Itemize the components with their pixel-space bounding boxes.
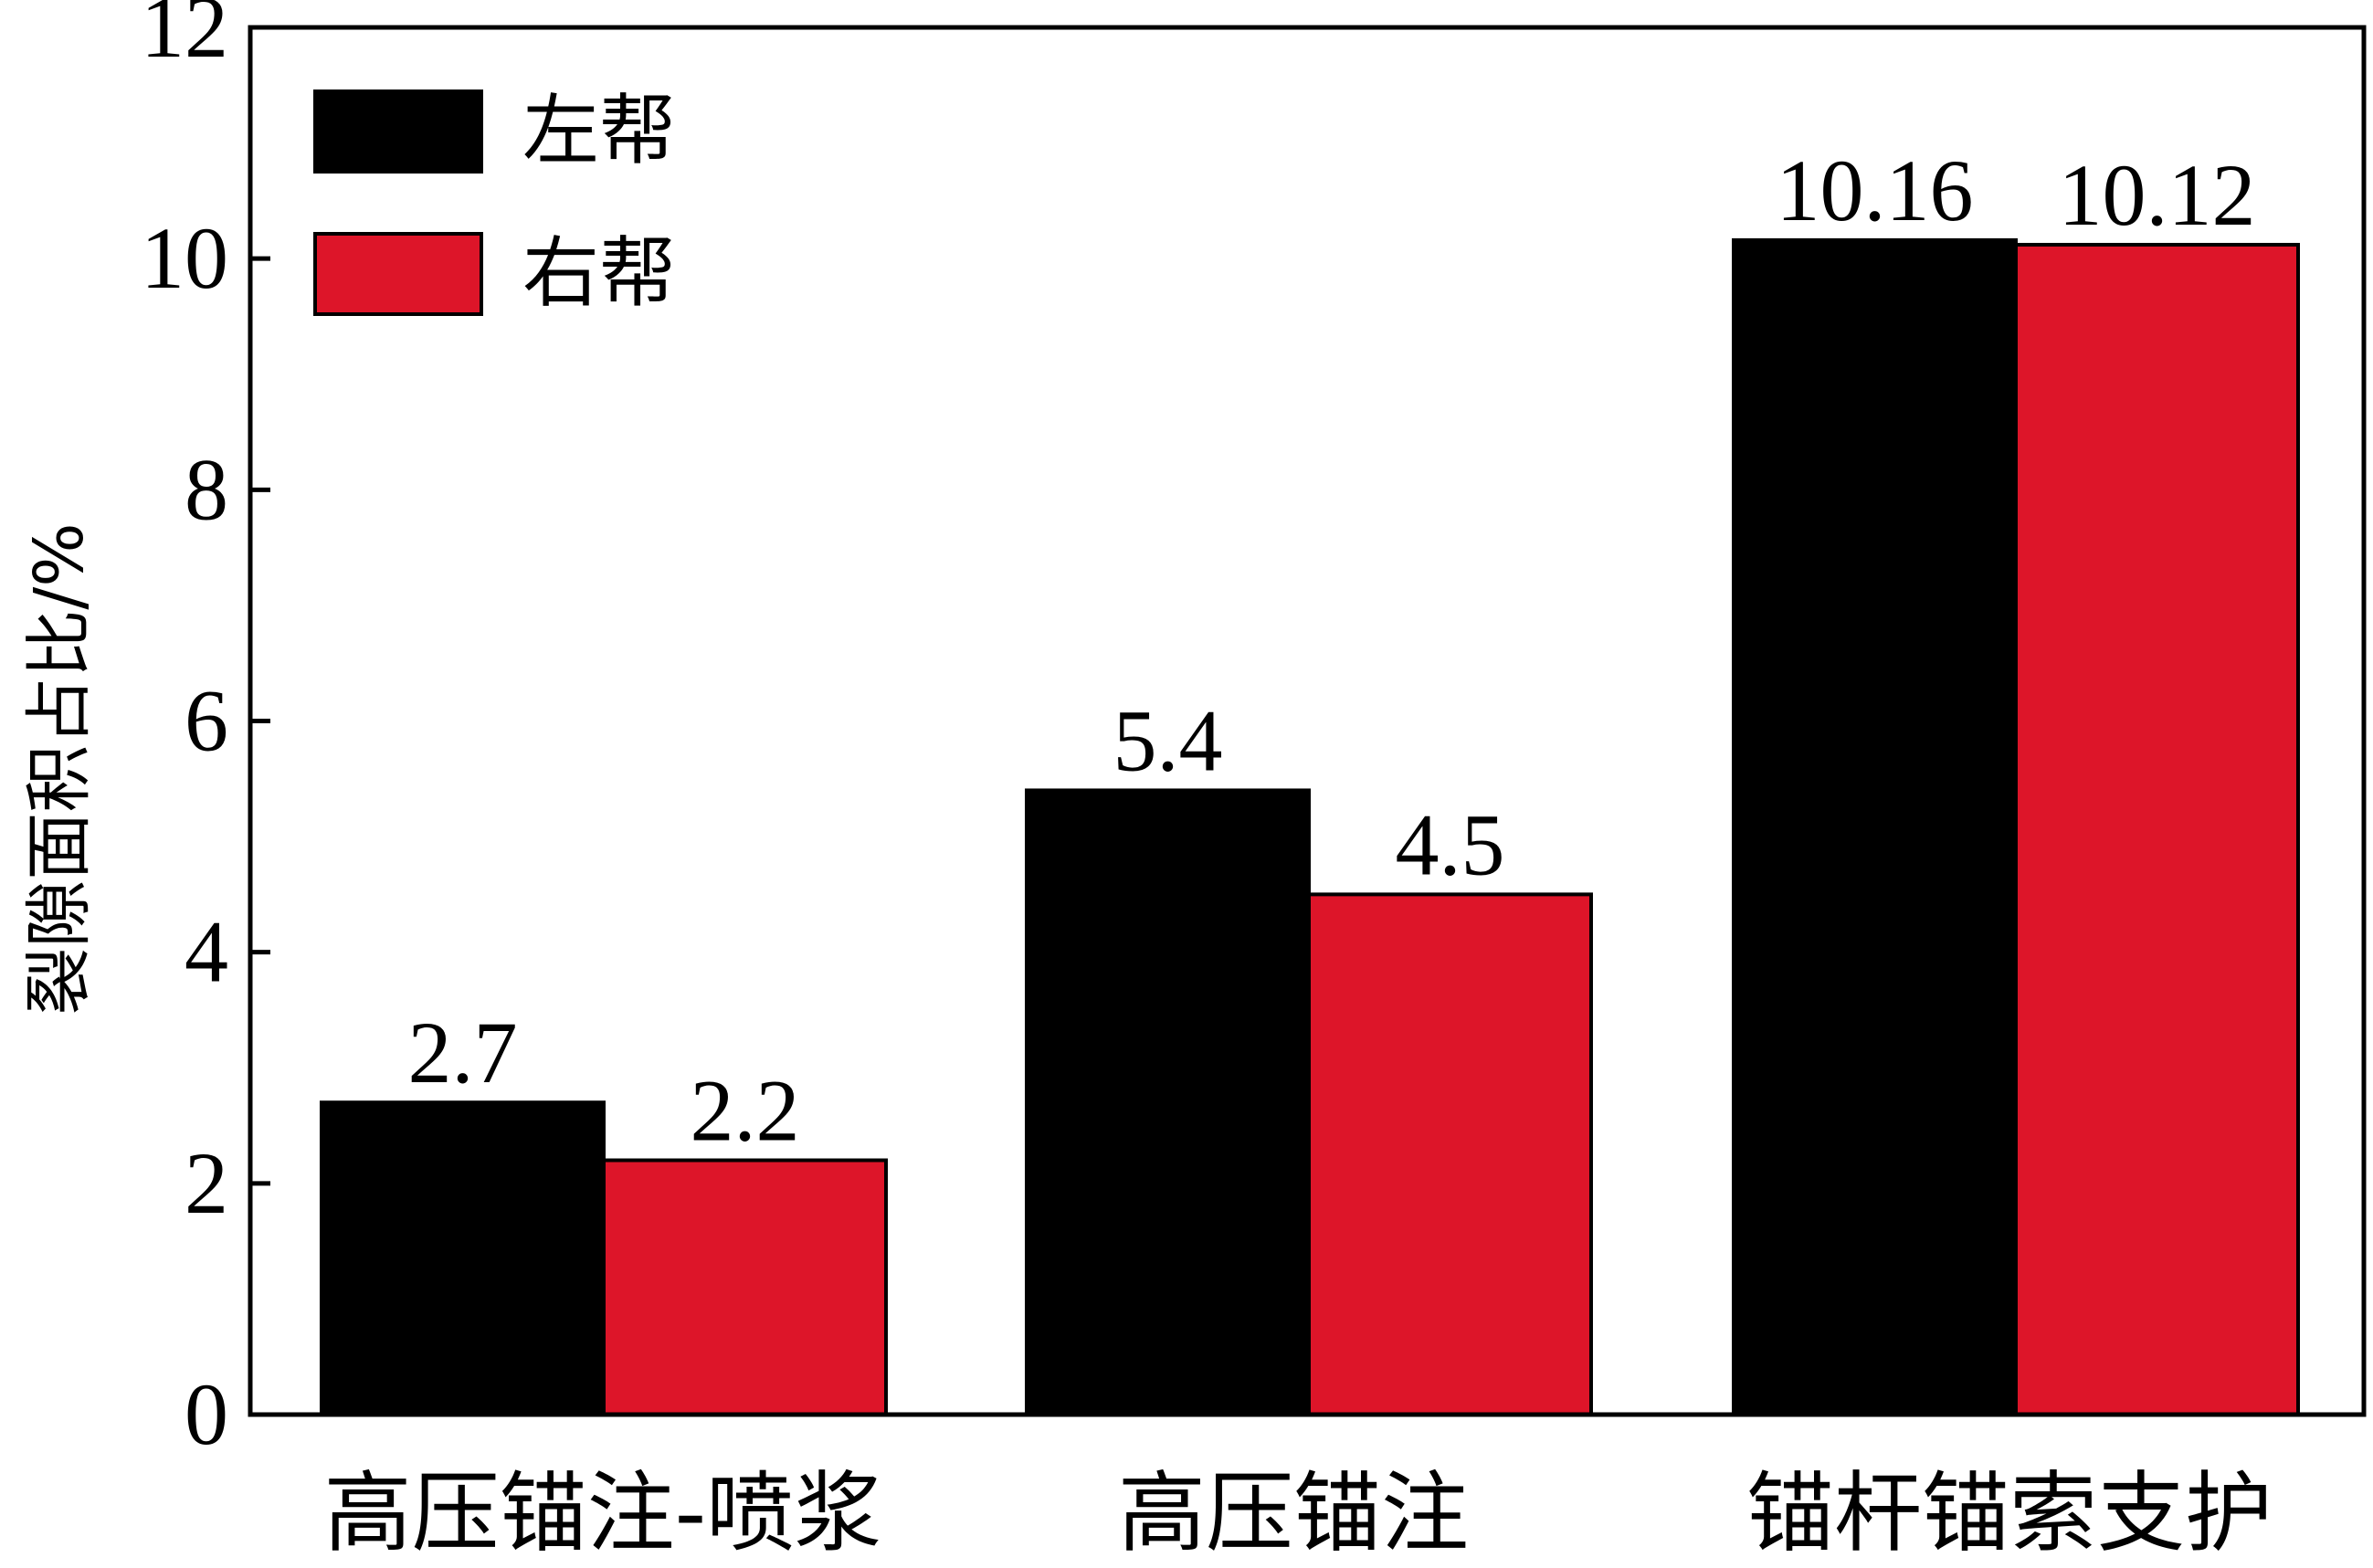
legend-swatch-left [313, 89, 483, 174]
y-tick-label: 4 [185, 903, 228, 1001]
axes-layer: 0 2 4 6 8 10 12 高压锚注-喷浆 高压锚注 锚杆锚索支护 [141, 0, 2367, 1564]
data-label-right-1: 2.2 [691, 1062, 800, 1160]
data-label-right-3: 10.12 [2059, 146, 2256, 244]
bar-left-1 [320, 1100, 606, 1416]
legend-label-left: 左帮 [522, 86, 676, 175]
y-tick-label: 10 [141, 209, 228, 307]
bar-right-3 [2014, 242, 2300, 1416]
y-tick-label: 0 [185, 1365, 228, 1463]
y-tick-label: 8 [185, 440, 228, 538]
data-label-right-2: 4.5 [1396, 795, 1505, 893]
bar-left-2 [1025, 788, 1311, 1416]
x-tick-label: 高压锚注 [1118, 1462, 1469, 1563]
data-labels-layer: 2.7 5.4 10.16 2.2 4.5 10.12 [408, 142, 2256, 1160]
x-tick-label: 锚杆锚索支护 [1746, 1462, 2273, 1563]
y-tick-label: 12 [141, 0, 228, 76]
data-label-left-3: 10.16 [1777, 142, 1974, 239]
bars-layer [320, 237, 2300, 1417]
bar-right-1 [602, 1158, 888, 1417]
bar-right-2 [1307, 892, 1593, 1416]
y-tick-label: 6 [185, 672, 228, 770]
legend-swatch-right [313, 232, 483, 316]
bar-left-3 [1732, 237, 2018, 1416]
data-label-left-1: 2.7 [408, 1004, 518, 1101]
y-tick-label: 2 [185, 1134, 228, 1232]
legend-label-right: 右帮 [522, 228, 676, 318]
y-axis-label: 裂隙面积占比/% [20, 522, 99, 1015]
x-tick-label: 高压锚注-喷浆 [324, 1462, 882, 1563]
data-label-left-2: 5.4 [1113, 691, 1223, 789]
